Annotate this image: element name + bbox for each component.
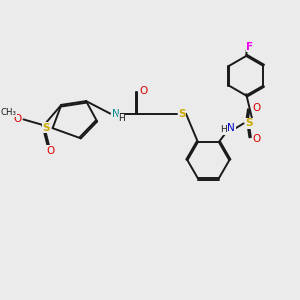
Text: O: O [46, 146, 54, 156]
Text: O: O [139, 86, 148, 96]
Text: O: O [13, 114, 21, 124]
Text: O: O [253, 134, 261, 144]
Text: S: S [246, 118, 253, 128]
Text: S: S [178, 109, 186, 118]
Text: H: H [220, 125, 227, 134]
Text: F: F [246, 42, 253, 52]
Text: CH₃: CH₃ [1, 108, 17, 117]
Text: N: N [227, 123, 235, 134]
Text: N: N [112, 109, 120, 118]
Text: S: S [43, 123, 50, 133]
Text: O: O [253, 103, 261, 113]
Text: H: H [118, 114, 125, 123]
